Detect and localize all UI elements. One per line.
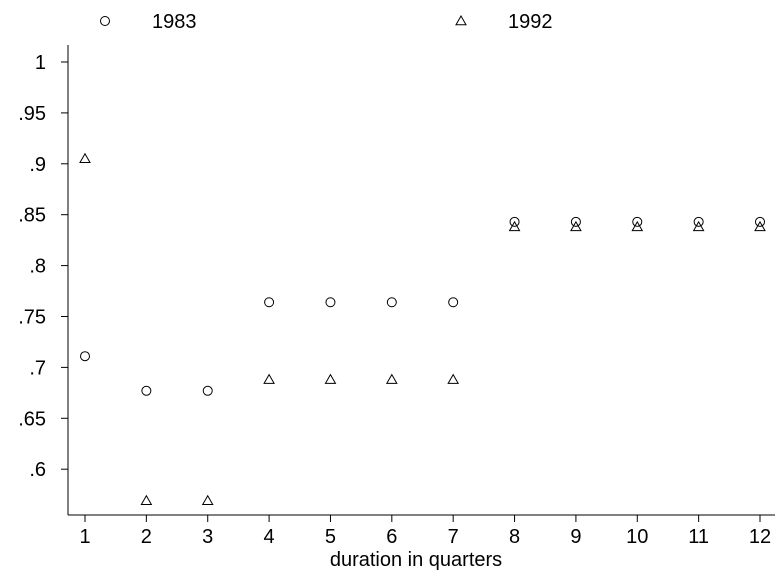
legend-item: 1983 <box>100 11 197 33</box>
x-tick-label: 4 <box>264 526 275 548</box>
legend-label: 1992 <box>508 11 553 33</box>
data-point <box>448 297 459 308</box>
data-point <box>263 373 275 384</box>
data-point <box>201 494 214 505</box>
x-tick-label: 7 <box>448 526 459 548</box>
data-point <box>631 220 644 232</box>
data-point <box>386 297 397 308</box>
data-point <box>324 373 337 384</box>
x-tick-label: 10 <box>626 526 648 548</box>
data-point <box>754 220 766 232</box>
legend: 1983 1992 <box>100 11 553 33</box>
data-point <box>755 216 765 227</box>
data-point <box>509 216 520 227</box>
x-tick-label: 8 <box>509 526 520 548</box>
data-point <box>508 220 521 232</box>
x-tick-label: 9 <box>570 526 581 548</box>
y-axis: .6 .65 .7 .75 .8 .85 .9 .95 1 <box>18 45 69 515</box>
data-point <box>80 351 90 362</box>
data-point <box>692 220 705 232</box>
data-point <box>141 385 152 396</box>
data-point <box>570 216 581 227</box>
data-point <box>570 220 582 232</box>
y-tick-label: 1 <box>35 52 46 74</box>
data-point <box>632 216 643 227</box>
legend-item: 1992 <box>455 11 553 33</box>
x-tick-label: 11 <box>688 526 709 548</box>
y-tick-label: .95 <box>18 103 46 125</box>
x-tick-label: 2 <box>141 526 152 548</box>
y-tick-label: .75 <box>18 306 46 328</box>
legend-marker <box>100 16 110 26</box>
y-tick-label: .65 <box>18 408 46 430</box>
series-1992 <box>79 152 766 505</box>
x-tick-label: 3 <box>202 526 213 548</box>
x-tick-label: 12 <box>749 526 771 548</box>
series-1983 <box>80 216 765 396</box>
data-point <box>140 494 153 505</box>
x-tick-label: 1 <box>79 526 90 548</box>
legend-label: 1983 <box>152 11 197 33</box>
x-tick-label: 6 <box>386 526 397 548</box>
data-point <box>202 385 213 396</box>
y-tick-label: .6 <box>29 459 46 481</box>
legend-marker <box>455 14 467 26</box>
data-point <box>447 373 460 384</box>
data-markers <box>79 152 766 505</box>
x-axis: 1 2 3 4 5 6 7 8 9 10 11 12 <box>68 514 775 548</box>
x-axis-title: duration in quarters <box>330 549 502 571</box>
data-point <box>325 297 336 308</box>
data-point <box>79 152 91 163</box>
x-tick-label: 5 <box>325 526 336 548</box>
y-tick-label: .85 <box>18 205 46 227</box>
y-tick-label: .8 <box>29 256 46 278</box>
y-tick-label: .7 <box>29 357 46 379</box>
data-point <box>385 373 398 384</box>
y-tick-label: .9 <box>29 154 46 176</box>
data-point <box>693 216 704 227</box>
data-point <box>264 297 275 308</box>
